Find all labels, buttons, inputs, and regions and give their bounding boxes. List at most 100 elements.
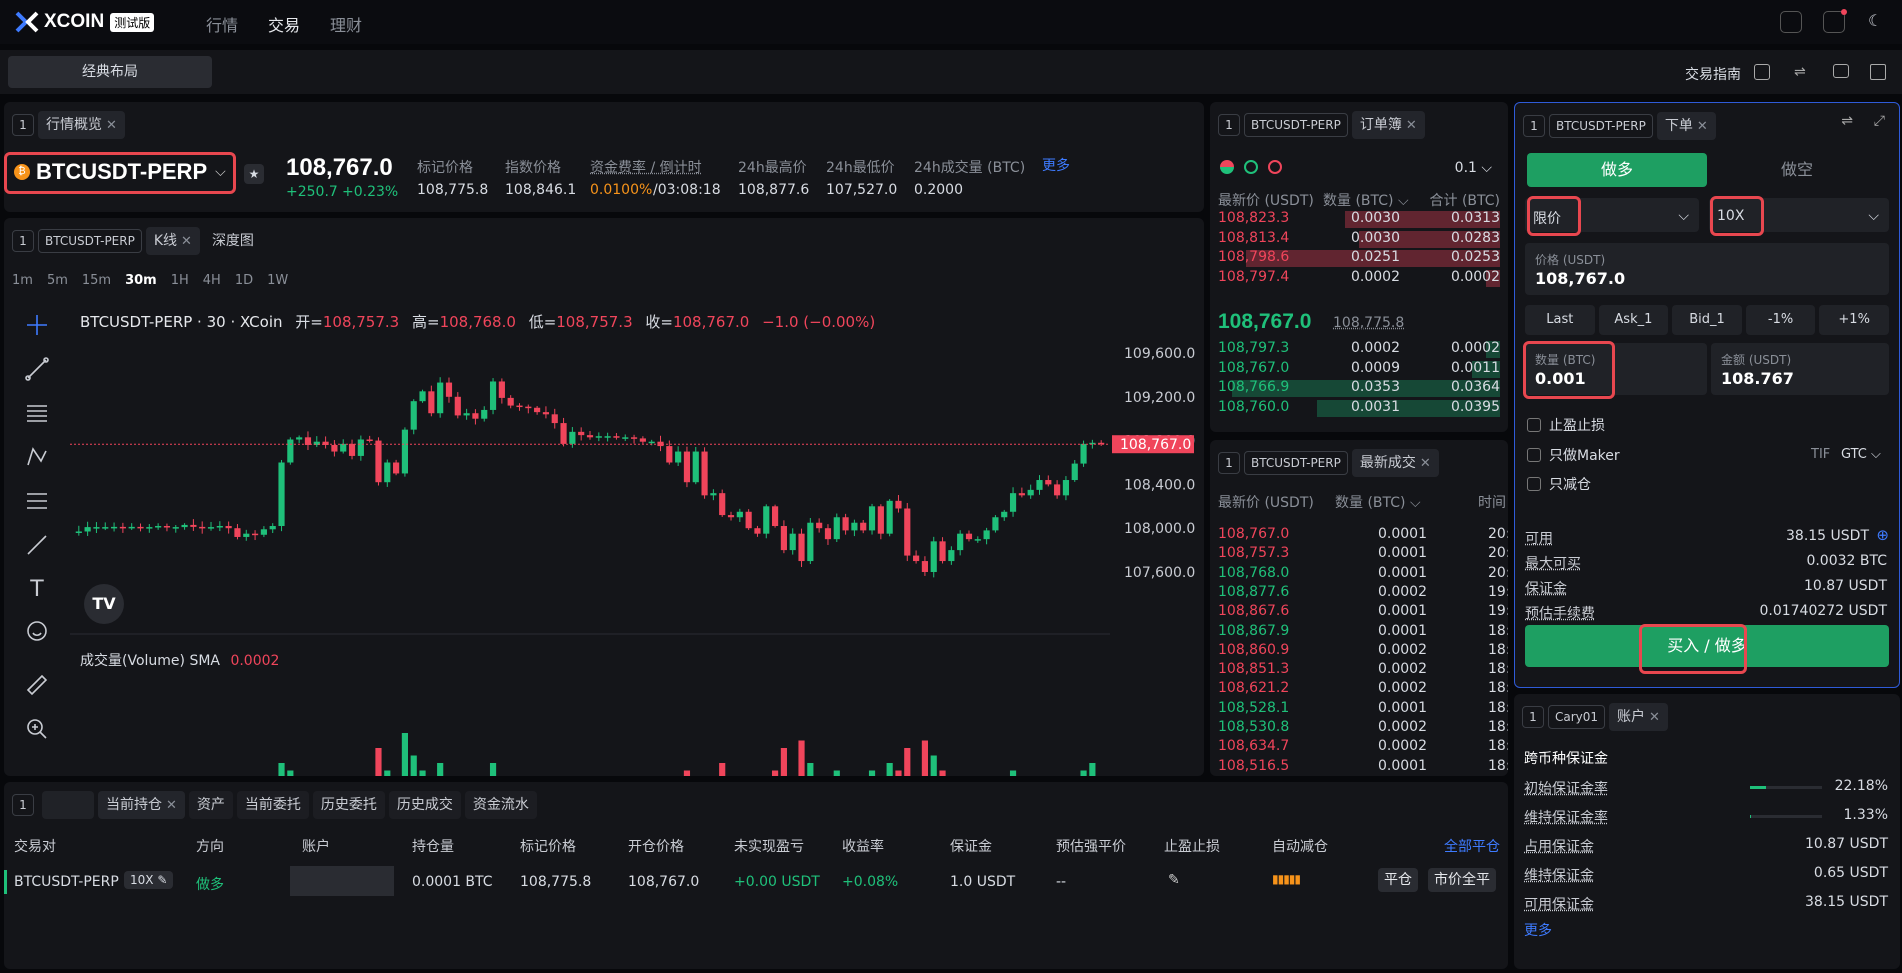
interval-1D[interactable]: 1D (234, 273, 254, 288)
settings-icon[interactable]: ⇌ (1841, 113, 1853, 129)
nav-market[interactable]: 行情 (206, 16, 239, 35)
amount-input[interactable]: 金额 (USDT) 108.767 (1711, 343, 1889, 395)
message-icon[interactable] (1823, 9, 1847, 33)
text-tool-icon[interactable]: T (30, 576, 44, 602)
ask-row[interactable]: 108,798.6 0.0251 0.0253 (1218, 249, 1500, 268)
asks-only-icon[interactable] (1268, 160, 1282, 174)
tab-bottom-4[interactable]: 历史成交 (388, 791, 461, 819)
candlestick-chart[interactable]: 109,600.0109,200.0108,800.0108,400.0108,… (70, 328, 1204, 776)
emoji-icon[interactable] (22, 616, 52, 646)
bids-only-icon[interactable] (1244, 160, 1258, 174)
theme-moon-icon[interactable]: ☾ (1868, 11, 1883, 30)
user-icon[interactable] (1780, 11, 1802, 33)
price-input[interactable]: 价格 (USDT) 108,767.0 (1525, 243, 1889, 295)
both-sides-icon[interactable] (1220, 160, 1234, 174)
short-tab-button[interactable]: 做空 (1780, 160, 1813, 179)
close-icon[interactable]: ✕ (181, 234, 192, 249)
interval-1H[interactable]: 1H (170, 273, 189, 288)
symbol-selector[interactable]: ₿ BTCUSDT-PERP ⌵ (4, 152, 238, 192)
tab-account[interactable]: 账户 ✕ (1609, 703, 1668, 731)
tab-bottom-1[interactable]: 资产 (188, 791, 233, 819)
interval-1m[interactable]: 1m (12, 273, 33, 288)
tab-trades[interactable]: 最新成交 ✕ (1351, 449, 1439, 477)
interval-15m[interactable]: 15m (81, 273, 112, 288)
tpsl-checkbox[interactable]: 止盈止损 (1527, 415, 1605, 435)
add-funds-icon[interactable]: ⊕ (1876, 526, 1889, 544)
briefcase-icon[interactable] (1833, 64, 1849, 78)
precision-select[interactable]: 0.1 ⌵ (1454, 160, 1492, 176)
trend-line-icon[interactable] (22, 354, 52, 384)
bid-row[interactable]: 108,766.9 0.0353 0.0364 (1218, 379, 1500, 398)
close-position-button[interactable]: 平仓 (1378, 868, 1418, 892)
ask-row[interactable]: 108,823.3 0.0030 0.0313 (1218, 210, 1500, 229)
bid-row[interactable]: 108,767.0 0.0009 0.0011 (1218, 360, 1500, 379)
maker-only-checkbox[interactable]: 只做Maker (1527, 445, 1620, 465)
quick-3-button[interactable]: -1% (1745, 305, 1816, 335)
panel-number: 1 (1522, 706, 1544, 728)
long-tab-button[interactable]: 做多 (1527, 153, 1707, 187)
quick-4-button[interactable]: +1% (1819, 305, 1889, 335)
tab-bottom-2[interactable]: 当前委托 (236, 791, 309, 819)
leverage-select[interactable]: 10X ⌵ (1709, 198, 1889, 232)
quick-1-button[interactable]: Ask_1 (1598, 305, 1669, 335)
quantity-input[interactable]: 数量 (BTC) 0.001 (1525, 343, 1707, 395)
tif-select[interactable]: GTC ⌵ (1841, 447, 1881, 462)
close-icon[interactable]: ✕ (1405, 118, 1417, 133)
close-icon[interactable]: ✕ (1419, 456, 1431, 471)
tab-order[interactable]: 下单 ✕ (1656, 112, 1716, 140)
close-all-link[interactable]: 全部平仓 (1444, 839, 1500, 855)
candle-body (1018, 493, 1025, 496)
interval-5m[interactable]: 5m (46, 273, 68, 288)
layout-icon[interactable] (1870, 64, 1886, 80)
fib-icon[interactable] (22, 486, 52, 516)
tab-orderbook[interactable]: 订单簿 ✕ (1351, 111, 1425, 139)
tab-kline[interactable]: K线 ✕ (145, 227, 200, 255)
expand-icon[interactable]: ⤢ (1873, 113, 1885, 129)
logo[interactable]: XCOIN 测试版 (14, 10, 155, 34)
account-more-link[interactable]: 更多 (1524, 923, 1552, 939)
favorite-star-icon[interactable]: ★ (244, 164, 264, 184)
interval-4H[interactable]: 4H (202, 273, 221, 288)
quick-0-button[interactable]: Last (1525, 305, 1595, 335)
ob-header-qty[interactable]: 数量 (BTC) ⌵ (1323, 193, 1409, 209)
ruler-icon[interactable] (22, 670, 52, 700)
close-icon[interactable]: ✕ (106, 118, 117, 133)
submit-buy-button[interactable]: 买入 / 做多 (1525, 625, 1889, 667)
interval-30m[interactable]: 30m (125, 273, 157, 288)
quick-2-button[interactable]: Bid_1 (1672, 305, 1742, 335)
tab-depth[interactable]: 深度图 (211, 233, 254, 249)
crosshair-icon[interactable] (22, 310, 52, 340)
trade-guide-link[interactable]: 交易指南 (1685, 67, 1741, 83)
position-leverage[interactable]: 10X ✎ (124, 871, 174, 889)
search-box[interactable] (42, 791, 94, 819)
interval-1W[interactable]: 1W (267, 273, 289, 288)
bid-row[interactable]: 108,797.3 0.0002 0.0002 (1218, 340, 1500, 359)
tab-market-overview[interactable]: 行情概览 ✕ (38, 111, 125, 139)
ask-row[interactable]: 108,797.4 0.0002 0.0002 (1218, 269, 1500, 288)
tab-bottom-0[interactable]: 当前持仓 ✕ (98, 791, 185, 819)
save-icon[interactable] (1754, 64, 1770, 80)
horizontal-lines-icon[interactable] (22, 398, 52, 428)
funding-rate-label[interactable]: 资金费率 / 倒计时 (590, 160, 702, 176)
market-close-all-button[interactable]: 市价全平 (1428, 868, 1496, 892)
pattern-icon[interactable] (22, 442, 52, 472)
ask-row[interactable]: 108,813.4 0.0030 0.0283 (1218, 230, 1500, 249)
nav-trade[interactable]: 交易 (268, 16, 301, 35)
edit-tpsl-icon[interactable]: ✎ (1168, 872, 1180, 888)
close-icon[interactable]: ✕ (1649, 710, 1660, 725)
nav-finance[interactable]: 理财 (330, 16, 363, 35)
tab-bottom-5[interactable]: 资金流水 (464, 791, 537, 819)
zoom-in-icon[interactable] (22, 714, 52, 744)
position-pair[interactable]: BTCUSDT-PERP (14, 874, 119, 890)
layout-button[interactable]: 经典布局 (8, 56, 212, 88)
tab-bottom-3[interactable]: 历史委托 (312, 791, 385, 819)
bid-row[interactable]: 108,760.0 0.0031 0.0395 (1218, 399, 1500, 418)
brush-icon[interactable] (22, 530, 52, 560)
close-icon[interactable]: ✕ (1696, 119, 1708, 134)
more-link[interactable]: 更多 (1042, 158, 1070, 174)
close-icon[interactable]: ✕ (166, 798, 177, 813)
trades-header-qty[interactable]: 数量 (BTC) ⌵ (1335, 495, 1421, 511)
order-type-select[interactable]: 限价 ⌵ (1525, 198, 1699, 232)
settings-sliders-icon[interactable]: ⇌ (1794, 64, 1806, 80)
reduce-only-checkbox[interactable]: 只减仓 (1527, 474, 1591, 494)
